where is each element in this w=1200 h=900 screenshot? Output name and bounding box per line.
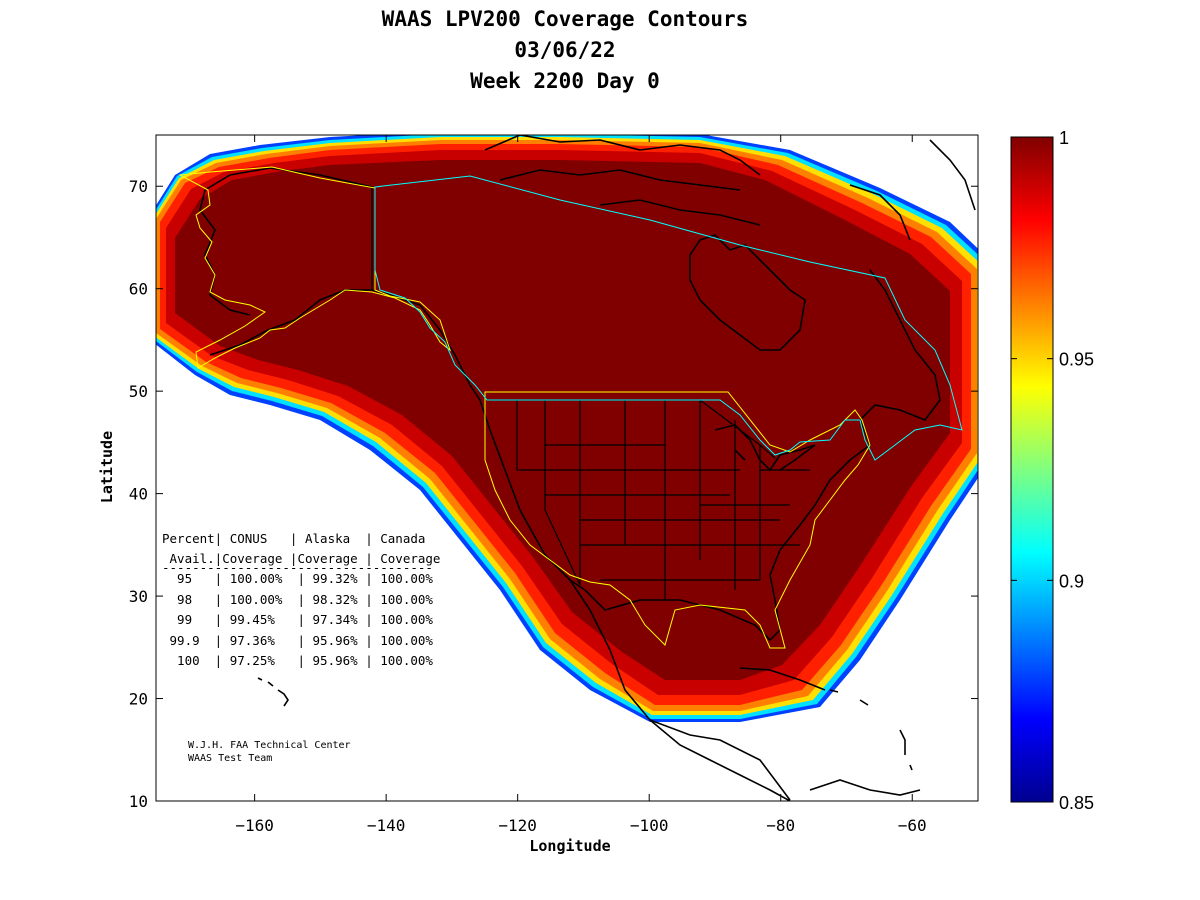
plot-frame (155, 134, 979, 802)
alaska-region-outline (178, 166, 452, 369)
north-america-coast (479, 269, 941, 801)
south-america-coast (809, 779, 921, 796)
y-tick-label: 60 (129, 280, 148, 299)
colorbar-tick-label: 0.85 (1059, 793, 1094, 813)
table-header-row-2: Avail.|Coverage |Coverage | Coverage (162, 551, 440, 566)
region-outlines (178, 166, 963, 649)
title-line-3: Week 2200 Day 0 (470, 69, 660, 93)
state-lines (516, 400, 810, 600)
credit-line-1: W.J.H. FAA Technical Center (188, 740, 351, 751)
y-tick-label: 30 (129, 587, 148, 606)
x-tick-label: −140 (367, 816, 406, 835)
table-row: 100 | 97.25% | 95.96% | 100.00% (162, 653, 433, 668)
y-axis-label: Latitude (98, 431, 116, 503)
conus-region-outline (484, 391, 871, 649)
title-line-2: 03/06/22 (514, 38, 616, 62)
y-tick-label: 20 (129, 690, 148, 709)
hawaii (257, 677, 289, 707)
colorbar (1010, 136, 1054, 803)
y-tick-label: 10 (129, 792, 148, 811)
y-tick-label: 70 (129, 177, 148, 196)
colorbar-tick-label: 1 (1059, 128, 1069, 148)
central-america (649, 719, 791, 801)
x-tick-label: −120 (498, 816, 537, 835)
x-tick-label: −160 (235, 816, 274, 835)
coverage-contours (156, 135, 978, 722)
colorbar-tick-label: 0.9 (1059, 571, 1084, 591)
arctic-islands (484, 135, 976, 241)
table-row: 95 | 100.00% | 99.32% | 100.00% (162, 571, 433, 586)
table-row: 99 | 99.45% | 97.34% | 100.00% (162, 612, 433, 627)
table-row: 99.9 | 97.36% | 95.96% | 100.00% (162, 633, 433, 648)
x-axis: −160 −140 −120 −100 −80 −60 (235, 135, 927, 835)
hudson-bay-coast (689, 234, 806, 351)
y-tick-label: 50 (129, 382, 148, 401)
x-tick-label: −60 (898, 816, 927, 835)
caribbean-islands (829, 689, 913, 771)
table-header-row-1: Percent| CONUS | Alaska | Canada (162, 531, 425, 546)
table-row: 98 | 100.00% | 98.32% | 100.00% (162, 592, 433, 607)
title-line-1: WAAS LPV200 Coverage Contours (381, 7, 749, 31)
coverage-table: Percent| CONUS | Alaska | Canada Avail.|… (162, 531, 440, 668)
cuba (739, 667, 826, 691)
canada-region-outline (374, 175, 963, 461)
credit-line-2: WAAS Test Team (188, 753, 272, 764)
x-tick-label: −100 (630, 816, 669, 835)
x-axis-label: Longitude (529, 837, 610, 855)
colorbar-ticks: 1 0.95 0.9 0.85 (1011, 128, 1094, 813)
table-separator: ------------------------------------ (162, 560, 433, 575)
y-tick-label: 40 (129, 485, 148, 504)
colorbar-tick-label: 0.95 (1059, 350, 1094, 370)
x-tick-label: −80 (766, 816, 795, 835)
y-axis: 10 20 30 40 50 60 70 (129, 177, 978, 811)
